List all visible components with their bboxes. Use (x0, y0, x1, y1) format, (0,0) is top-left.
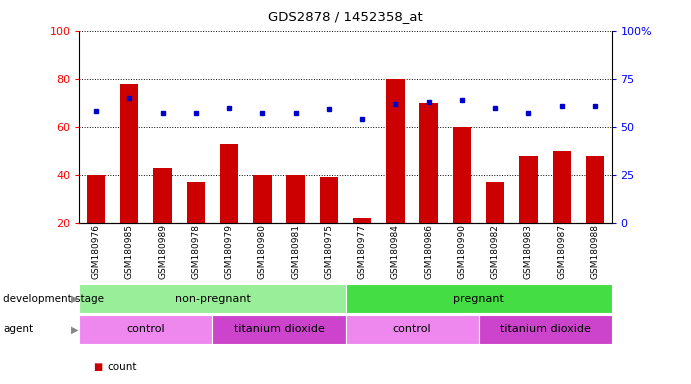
Text: GDS2878 / 1452358_at: GDS2878 / 1452358_at (268, 10, 423, 23)
Bar (353, 218, 371, 223)
Bar (553, 151, 571, 223)
Text: development stage: development stage (3, 293, 104, 304)
Bar (220, 144, 238, 223)
Text: titanium dioxide: titanium dioxide (234, 324, 325, 334)
Text: titanium dioxide: titanium dioxide (500, 324, 591, 334)
Bar (453, 127, 471, 223)
Bar (346, 315, 478, 344)
Text: non-pregnant: non-pregnant (175, 293, 250, 304)
Text: pregnant: pregnant (453, 293, 504, 304)
Bar (586, 156, 604, 223)
Bar (153, 167, 172, 223)
Bar (346, 284, 612, 313)
Bar (87, 175, 105, 223)
Text: control: control (392, 324, 431, 334)
Bar (287, 175, 305, 223)
Text: ▶: ▶ (71, 324, 78, 334)
Bar (419, 103, 438, 223)
Bar (253, 175, 272, 223)
Bar (79, 315, 212, 344)
Bar (486, 182, 504, 223)
Text: agent: agent (3, 324, 34, 334)
Text: ■: ■ (93, 362, 102, 372)
Bar (386, 79, 404, 223)
Bar (212, 315, 346, 344)
Bar (478, 315, 612, 344)
Bar (519, 156, 538, 223)
Bar (320, 177, 338, 223)
Text: control: control (126, 324, 165, 334)
Bar (79, 284, 346, 313)
Text: count: count (107, 362, 137, 372)
Text: ▶: ▶ (71, 293, 78, 304)
Bar (120, 84, 138, 223)
Bar (187, 182, 205, 223)
